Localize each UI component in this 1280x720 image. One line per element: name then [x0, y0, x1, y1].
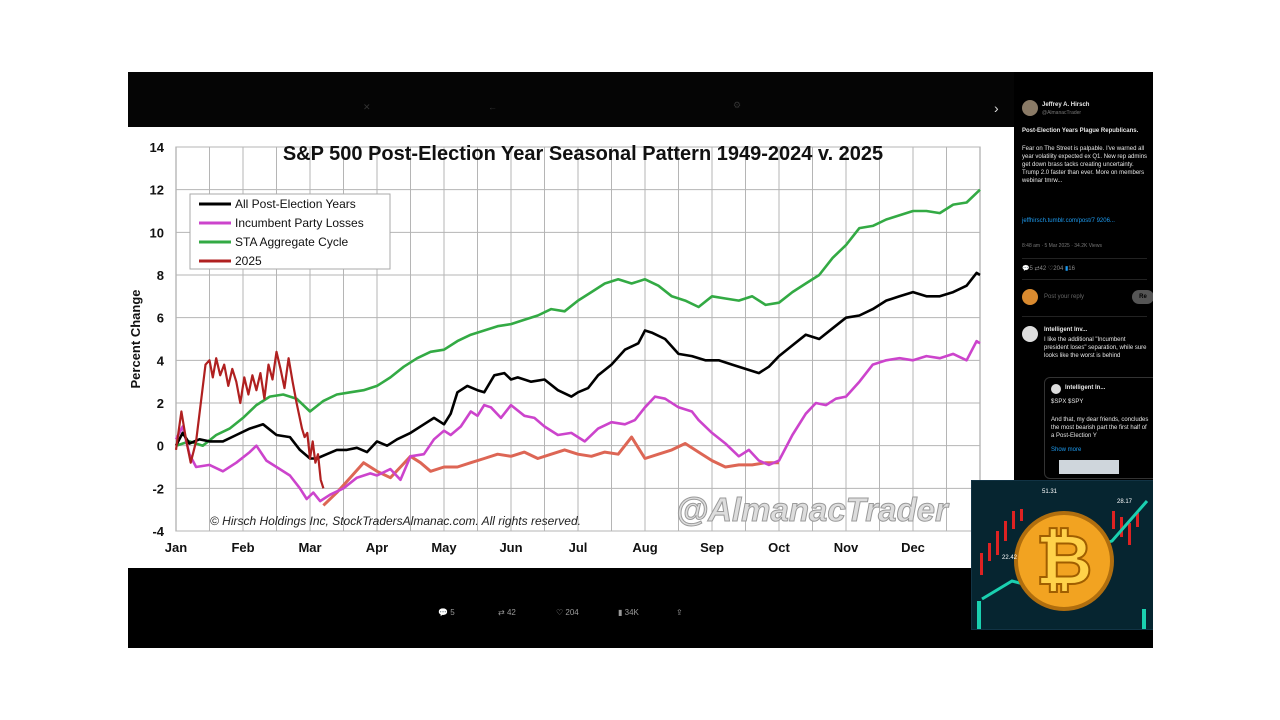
reply-text: I like the additional "Incumbent preside…	[1044, 337, 1147, 359]
tick-labels: -4 -2 0 2 4 6 8 10 12 14 Jan Feb Mar Apr May Jun Jul Aug S…	[150, 140, 925, 555]
divider	[1022, 258, 1147, 259]
quote-card[interactable]: Intelligent In... $SPX $SPY And that, my…	[1044, 377, 1153, 479]
retweet-icon[interactable]: ⇄	[1034, 266, 1040, 272]
views-action[interactable]: ▮ 34K	[618, 608, 639, 617]
x-tick-label-jan: Jan	[165, 540, 187, 555]
legend-label: All Post-Election Years	[235, 197, 356, 211]
tweet-action-bar: 💬 5 ⇄ 42 ♡ 204 ▮ 34K ⇪	[128, 568, 1014, 648]
tweet-link[interactable]: jeffhirsch.tumblr.com/post/7 9206...	[1022, 218, 1115, 224]
series-line-2025	[174, 350, 325, 489]
chart-title: S&P 500 Post-Election Year Seasonal Patt…	[283, 143, 883, 165]
faded-top-bar: ✕ ← ⚙	[128, 72, 1014, 127]
divider	[1022, 316, 1147, 317]
x-tick-label-sep: Sep	[700, 540, 724, 555]
reply-icon[interactable]: 💬	[1022, 266, 1030, 272]
thumbnail-price-3: 22.42	[1002, 555, 1018, 561]
x-tick-label-apr: Apr	[366, 540, 388, 555]
chart-panel: -4 -2 0 2 4 6 8 10 12 14 Jan Feb Mar Apr May Jun Jul Aug S…	[128, 127, 1014, 568]
retweet-action[interactable]: ⇄ 42	[498, 608, 516, 617]
x-tick-label-nov: Nov	[834, 540, 859, 555]
bitcoin-thumbnail: ₿ 51.31 28.17 22.42	[971, 480, 1153, 630]
user-avatar	[1022, 289, 1038, 305]
y-tick-label: 14	[150, 140, 165, 155]
legend: All Post-Election Years Incumbent Party L…	[189, 193, 391, 270]
y-axis-label: Percent Change	[128, 290, 143, 389]
x-tick-label-dec: Dec	[901, 540, 925, 555]
thumbnail-candles	[977, 509, 1146, 629]
tweet-handle: @AlmanacTrader	[1042, 110, 1082, 116]
series-line-sta-aggregate-cycle	[175, 188, 981, 447]
faded-x-icon: ✕	[363, 102, 371, 112]
y-tick-label: 12	[150, 183, 164, 198]
series-line-overlay	[322, 435, 779, 507]
x-tick-label-aug: Aug	[632, 540, 657, 555]
y-tick-label: 4	[157, 353, 165, 368]
tweet-author: Jeffrey A. Hirsch	[1042, 102, 1090, 108]
y-tick-label: 10	[150, 225, 164, 240]
reply-action[interactable]: 💬 5	[438, 608, 455, 617]
bitcoin-icon: ₿	[1035, 521, 1092, 599]
share-icon[interactable]: ⇪	[676, 608, 683, 617]
like-count: 204	[565, 608, 579, 617]
thumbnail-price-2: 28.17	[1117, 499, 1133, 505]
reply-count: 5	[450, 608, 455, 617]
legend-label: STA Aggregate Cycle	[235, 235, 349, 249]
quote-avatar	[1051, 384, 1061, 394]
grid	[175, 146, 981, 532]
retweet-count: 42	[506, 608, 516, 617]
watermark-text: @AlmanacTrader	[676, 491, 950, 528]
author-avatar	[1022, 100, 1038, 116]
y-tick-label: 2	[157, 396, 164, 411]
thumbnail-price-1: 51.31	[1042, 489, 1058, 495]
tweet-stats-row: 💬5 ⇄42 ♡204 ▮16	[1022, 265, 1152, 273]
legend-label: 2025	[235, 254, 262, 268]
tweet-meta: 8:48 am · 5 Mar 2025 · 34.2K Views	[1022, 243, 1102, 249]
x-tick-label-feb: Feb	[231, 540, 254, 555]
y-tick-label: -4	[152, 524, 164, 539]
x-tick-label-mar: Mar	[298, 540, 321, 555]
quote-image	[1059, 460, 1119, 474]
chart: -4 -2 0 2 4 6 8 10 12 14 Jan Feb Mar Apr May Jun Jul Aug S…	[128, 127, 1014, 568]
tweet-bookmark-count: 16	[1068, 266, 1075, 272]
views-count: 34K	[624, 608, 639, 617]
y-tick-label: 6	[157, 311, 164, 326]
quote-text: And that, my dear friends, concludes the…	[1051, 417, 1149, 439]
series-lines	[174, 188, 981, 507]
tweet-like-count: 204	[1053, 266, 1064, 272]
faded-menu-icon: ⚙	[733, 100, 742, 110]
reply-input[interactable]: Post your reply	[1044, 294, 1085, 300]
reply-author: Intelligent Inv...	[1044, 327, 1088, 333]
y-tick-label: 0	[157, 439, 164, 454]
y-tick-label: -2	[152, 481, 164, 496]
quote-ticker: $SPX $SPY	[1051, 399, 1084, 405]
reply-button[interactable]: Re	[1132, 290, 1153, 304]
x-tick-label-jul: Jul	[569, 540, 588, 555]
bookmark-icon[interactable]: ▮	[1064, 266, 1069, 272]
bitcoin-thumbnail-art: ₿ 51.31 28.17 22.42	[972, 481, 1153, 629]
y-tick-label: 8	[157, 268, 164, 283]
x-tick-label-jun: Jun	[499, 540, 522, 555]
tweet-reply-count: 5	[1029, 266, 1033, 272]
divider	[1022, 279, 1147, 280]
quote-author: Intelligent In...	[1065, 385, 1106, 391]
legend-box	[189, 193, 391, 270]
tweet-headline: Post-Election Years Plague Republicans.	[1022, 128, 1139, 134]
tweet-body: Fear on The Street is palpable. I've war…	[1022, 146, 1148, 184]
tweet-retweet-count: 42	[1039, 266, 1047, 272]
like-action[interactable]: ♡ 204	[556, 608, 579, 617]
copyright-text: © Hirsch Holdings Inc, StockTradersAlman…	[210, 514, 581, 528]
x-tick-label-may: May	[431, 540, 457, 555]
legend-label: Incumbent Party Losses	[235, 216, 364, 230]
reply-avatar	[1022, 326, 1038, 342]
series-line-incumbent-party-losses	[174, 339, 981, 503]
show-more-link[interactable]: Show more	[1051, 447, 1082, 453]
bitcoin-coin	[1014, 511, 1114, 611]
like-icon[interactable]: ♡	[1047, 266, 1054, 272]
faded-arrow-icon: ←	[488, 102, 497, 112]
x-tick-label-oct: Oct	[768, 540, 790, 555]
video-frame: ✕ ← ⚙ › -4 -2 0 2 4 6 8 10 12 14 Jan Feb Mar Apr May Ju…	[128, 72, 1153, 648]
chevron-right-icon[interactable]: ›	[994, 100, 999, 116]
